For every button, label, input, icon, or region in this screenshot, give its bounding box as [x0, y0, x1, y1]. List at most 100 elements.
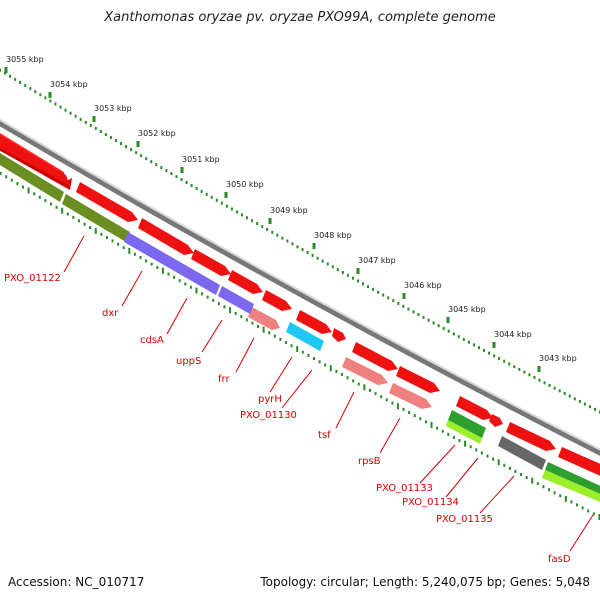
kbp-tick: [136, 141, 140, 147]
inner-dot: [324, 363, 327, 367]
gene-forward-13[interactable]: [506, 422, 556, 451]
inner-dot: [94, 227, 97, 234]
cog-olive-1[interactable]: [0, 150, 64, 202]
kbp-label: 3044 kbp: [494, 330, 532, 339]
gene-forward-12[interactable]: [489, 414, 503, 427]
cog-gray[interactable]: [498, 436, 546, 470]
inner-dot: [352, 379, 355, 383]
inner-dot: [480, 451, 483, 455]
scale-dot: [462, 337, 465, 341]
scale-dot: [64, 108, 67, 112]
label-leader-lines: [63, 235, 594, 552]
scale-dot: [99, 130, 102, 134]
inner-dot: [497, 459, 500, 466]
scale-dot: [19, 80, 22, 84]
gene-label[interactable]: PXO_01130: [240, 410, 297, 421]
inner-dot: [514, 469, 517, 473]
gene-forward-11[interactable]: [456, 396, 493, 420]
inner-dot: [385, 398, 388, 402]
scale-dot: [215, 198, 218, 202]
cog-purple-2[interactable]: [218, 286, 254, 314]
inner-dot: [368, 388, 371, 392]
gene-label[interactable]: tsf: [318, 430, 331, 441]
gene-forward-9[interactable]: [352, 342, 398, 371]
scale-dot: [135, 151, 138, 155]
gene-reverse-2[interactable]: [342, 357, 388, 385]
gene-forward-1[interactable]: [0, 132, 70, 186]
gene-label[interactable]: PXO_01133: [376, 483, 433, 494]
gene-label[interactable]: uppS: [176, 356, 201, 367]
scale-dot: [266, 227, 269, 231]
inner-dot: [447, 432, 450, 436]
scale-dot: [241, 213, 244, 217]
cog-green-1[interactable]: [448, 410, 486, 438]
gene-forward-4[interactable]: [191, 249, 231, 276]
gene-label[interactable]: fasD: [548, 554, 571, 565]
scale-dot: [578, 399, 581, 403]
scale-dot: [170, 172, 173, 176]
gene-label[interactable]: cdsA: [140, 335, 164, 346]
inner-dot: [128, 247, 131, 254]
inner-dot: [408, 410, 411, 414]
inner-dot: [16, 182, 19, 186]
inner-dot: [380, 395, 383, 399]
inner-dot: [139, 256, 142, 260]
scale-dot: [145, 157, 148, 161]
scale-dot: [165, 169, 168, 173]
scale-dot: [356, 279, 359, 283]
scale-dot: [412, 310, 415, 314]
scale-dot: [246, 216, 249, 220]
gene-forward-10[interactable]: [396, 366, 440, 393]
gene-forward-8[interactable]: [332, 328, 346, 342]
gene-label[interactable]: PXO_01135: [436, 514, 493, 525]
gene-label[interactable]: PXO_01122: [4, 273, 61, 284]
gene-forward-14[interactable]: [558, 447, 600, 478]
gene-reverse-1[interactable]: [248, 307, 280, 330]
scale-dot: [230, 207, 233, 211]
inner-dot: [251, 321, 254, 325]
cog-lime-1[interactable]: [446, 420, 482, 444]
inner-dot: [234, 311, 237, 315]
gene-forward-3[interactable]: [138, 218, 194, 255]
gene-forward-6[interactable]: [262, 290, 292, 311]
gene-forward-2[interactable]: [76, 182, 138, 222]
inner-dot: [396, 403, 399, 410]
cog-purple-1[interactable]: [124, 232, 220, 295]
gene-label[interactable]: pyrH: [258, 394, 282, 405]
scale-dot: [256, 222, 259, 226]
inner-dot: [223, 305, 226, 309]
scale-dot: [109, 136, 112, 140]
cog-cyan[interactable]: [286, 322, 324, 351]
scale-dot: [84, 120, 87, 124]
inner-dot: [570, 500, 573, 504]
scale-dot: [251, 219, 254, 223]
inner-dot: [195, 287, 198, 294]
inner-dot: [592, 512, 595, 516]
scale-dot: [59, 105, 62, 109]
scale-dot: [291, 242, 294, 246]
gene-forward-7[interactable]: [296, 310, 332, 334]
gene-reverse-3[interactable]: [389, 383, 432, 409]
inner-dot: [240, 315, 243, 319]
scale-dot: [548, 383, 551, 387]
kbp-tick: [48, 92, 52, 98]
cog-olive-2[interactable]: [62, 194, 130, 242]
gene-label[interactable]: rpsB: [358, 456, 381, 467]
scale-dot: [311, 253, 314, 257]
cog-green-2[interactable]: [545, 462, 600, 496]
scale-dot: [372, 287, 375, 291]
inner-dot: [61, 207, 64, 214]
scale-dot: [4, 71, 7, 75]
gene-label[interactable]: dxr: [102, 308, 119, 319]
gene-label[interactable]: frr: [218, 374, 230, 385]
inner-dot: [178, 279, 181, 283]
scale-dot: [351, 276, 354, 280]
gene-label[interactable]: PXO_01134: [402, 497, 459, 508]
gene-forward-5[interactable]: [228, 270, 263, 294]
kbp-label: 3046 kbp: [404, 281, 442, 290]
inner-dot: [419, 417, 422, 421]
cog-lime-2[interactable]: [542, 470, 600, 504]
inner-dot: [206, 295, 209, 299]
scale-dot: [321, 259, 324, 263]
